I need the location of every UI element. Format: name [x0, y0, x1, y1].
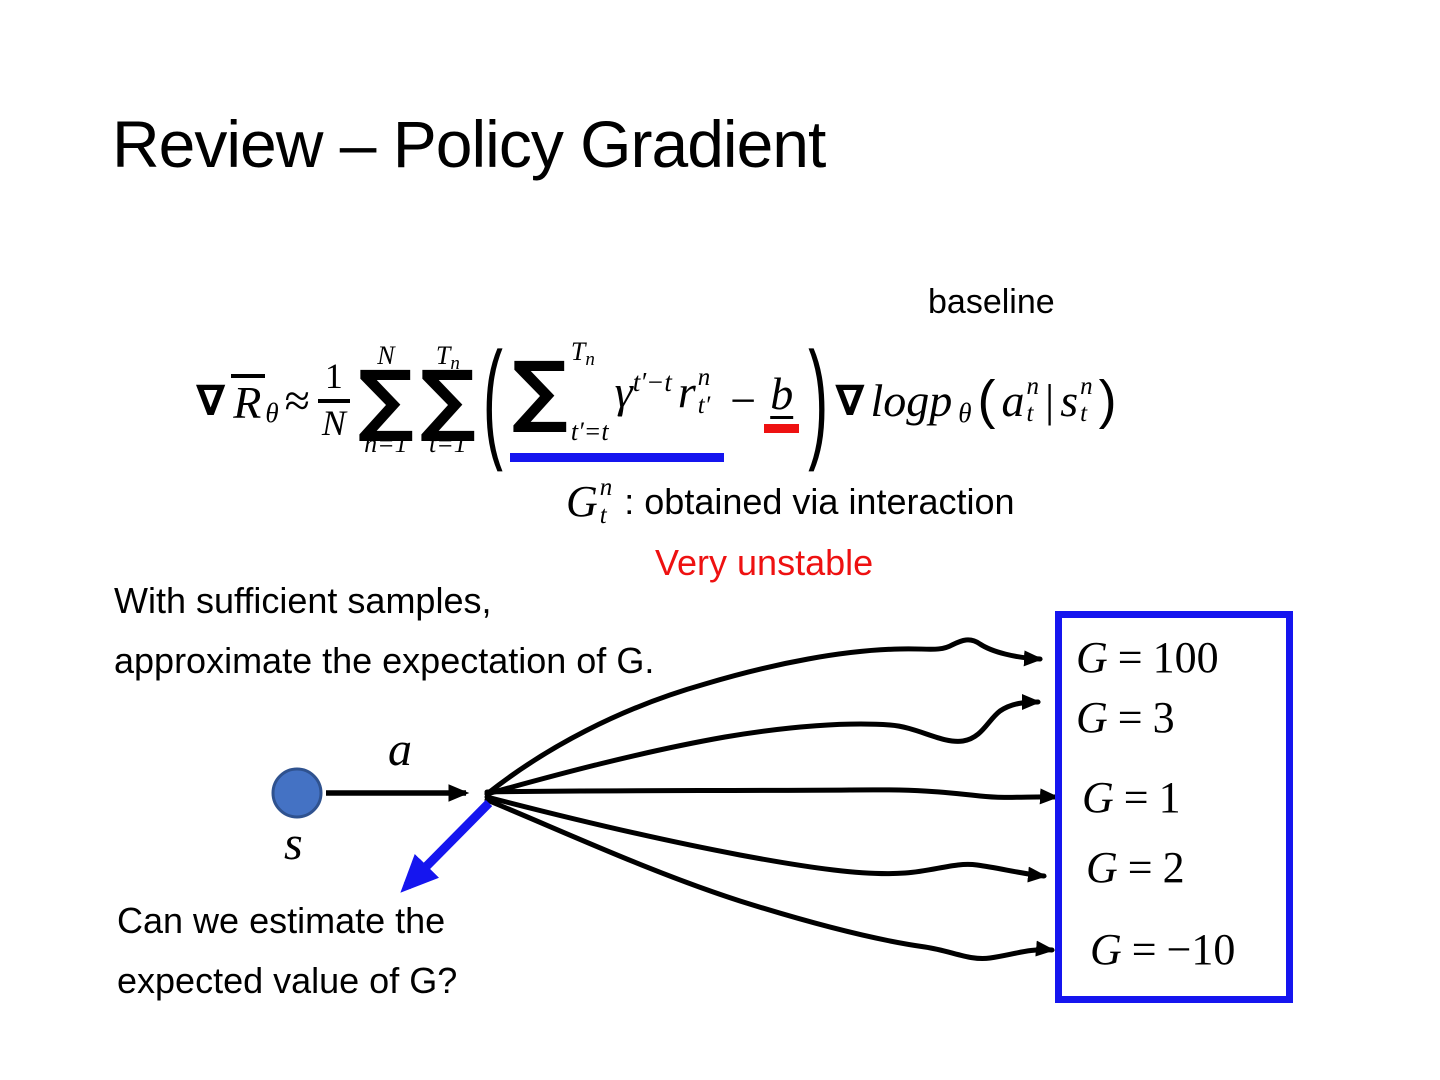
trajectory-g3: [484, 694, 1041, 797]
a-subscript: t: [1026, 400, 1034, 427]
G-symbol: G: [566, 477, 598, 526]
g-row: G = 100: [1076, 632, 1219, 683]
expectation-arrow: [400, 799, 493, 893]
open-paren-small: (: [977, 370, 996, 430]
sum-over-n: N ∑ n=1: [357, 340, 414, 459]
T-subscript: n: [450, 352, 460, 374]
g-row: G = 2: [1086, 842, 1185, 893]
equals-sign: =: [1117, 633, 1143, 682]
gamma-symbol: γ: [614, 366, 633, 417]
T-symbol: T: [570, 336, 586, 366]
fraction-denominator: N: [321, 403, 346, 443]
T-subscript: n: [585, 348, 595, 370]
sum-t-prime-limits: Tn t′=t: [570, 336, 609, 446]
logp-symbol: logp: [870, 374, 953, 426]
g-value: 3: [1152, 693, 1175, 742]
g-row: G = −10: [1090, 924, 1235, 975]
r-scripts: n t′: [698, 364, 711, 419]
trajectory-gminus10: [484, 797, 1055, 962]
sum-over-t: Tn ∑ t=1: [419, 340, 476, 459]
sum-t-upper-limit: Tn: [435, 340, 460, 373]
open-paren: (: [482, 325, 503, 473]
equals-sign: =: [1123, 773, 1149, 822]
minus-symbol: −: [730, 374, 757, 426]
slide-title: Review – Policy Gradient: [112, 107, 826, 181]
g-note-text: : obtained via interaction: [624, 480, 1015, 522]
sum-n-upper-limit: N: [377, 340, 395, 370]
g-row: G = 3: [1076, 692, 1175, 743]
baseline-b-term: b: [764, 367, 800, 433]
sum-t-lower-limit: t=1: [429, 429, 467, 459]
one-over-n-fraction: 1 N: [317, 356, 350, 445]
equals-sign: =: [1127, 843, 1153, 892]
b-symbol: b: [770, 368, 794, 419]
T-symbol: T: [435, 340, 451, 370]
r-symbol: r: [677, 366, 696, 417]
G-symbol: G: [1086, 843, 1118, 892]
s-subscript: t: [1080, 400, 1088, 427]
s-superscript: n: [1080, 372, 1093, 400]
return-term-underlined: ∑ Tn t′=t γt′−t r n t′: [509, 336, 725, 462]
sum-n-lower-limit: n=1: [364, 429, 408, 459]
G-superscript: n: [599, 474, 613, 501]
g-value: −10: [1166, 925, 1236, 974]
approx-symbol: ≈: [284, 374, 310, 426]
sigma-symbol: ∑: [511, 346, 568, 437]
a-superscript: n: [1026, 372, 1039, 400]
sum-t-prime-lower-limit: t′=t: [570, 416, 609, 446]
very-unstable-warning: Very unstable: [655, 542, 874, 583]
sigma-symbol: ∑: [357, 354, 414, 445]
sigma-symbol: ∑: [419, 354, 476, 445]
baseline-annotation: baseline: [928, 283, 1055, 321]
fraction-numerator: 1: [317, 356, 350, 403]
g-value: 100: [1152, 633, 1219, 682]
question-text-line2: expected value of G?: [117, 960, 458, 1001]
G-symbol: G: [1082, 773, 1114, 822]
theta-subscript: θ: [265, 397, 279, 428]
trajectory-g1: [484, 787, 1059, 805]
G-symbol: G: [1076, 693, 1108, 742]
pipe-symbol: |: [1044, 374, 1055, 426]
g-definition-note: G n t : obtained via interaction: [566, 474, 1015, 529]
r-superscript: n: [697, 364, 711, 391]
nabla-symbol: ∇: [196, 375, 226, 425]
p-theta-subscript: θ: [958, 397, 972, 428]
close-paren-small: ): [1098, 370, 1117, 430]
g-value: 2: [1162, 843, 1185, 892]
close-paren: ): [808, 325, 829, 473]
trajectory-g2: [484, 794, 1047, 883]
g-row: G = 1: [1082, 772, 1181, 823]
g-value: 1: [1158, 773, 1181, 822]
action-label: a: [388, 723, 412, 776]
gamma-term: γt′−t: [615, 365, 672, 418]
question-text-line1: Can we estimate the: [117, 900, 446, 941]
G-scripts: n t: [600, 474, 613, 529]
r-subscript: t′: [697, 391, 711, 419]
equals-sign: =: [1131, 925, 1157, 974]
samples-text-line1: With sufficient samples,: [114, 580, 492, 621]
gamma-exponent: t′−t: [632, 367, 672, 397]
s-symbol: s: [1060, 374, 1079, 426]
g-values-box: G = 100 G = 3 G = 1 G = 2 G = −10: [1055, 611, 1293, 1003]
G-symbol: G: [1090, 925, 1122, 974]
a-symbol: a: [1001, 374, 1025, 426]
samples-text-line2: approximate the expectation of G.: [114, 640, 655, 681]
r-bar: R: [231, 374, 266, 426]
equals-sign: =: [1117, 693, 1143, 742]
G-symbol: G: [1076, 633, 1108, 682]
reward-term: r n t′: [678, 364, 710, 419]
nabla-symbol: ∇: [835, 375, 865, 425]
G-subscript: t: [599, 501, 607, 529]
sum-t-prime-upper-limit: Tn: [570, 336, 609, 369]
sum-over-t-prime: ∑ Tn t′=t: [511, 336, 609, 446]
state-label: s: [284, 817, 303, 870]
state-node-circle: [271, 767, 323, 819]
